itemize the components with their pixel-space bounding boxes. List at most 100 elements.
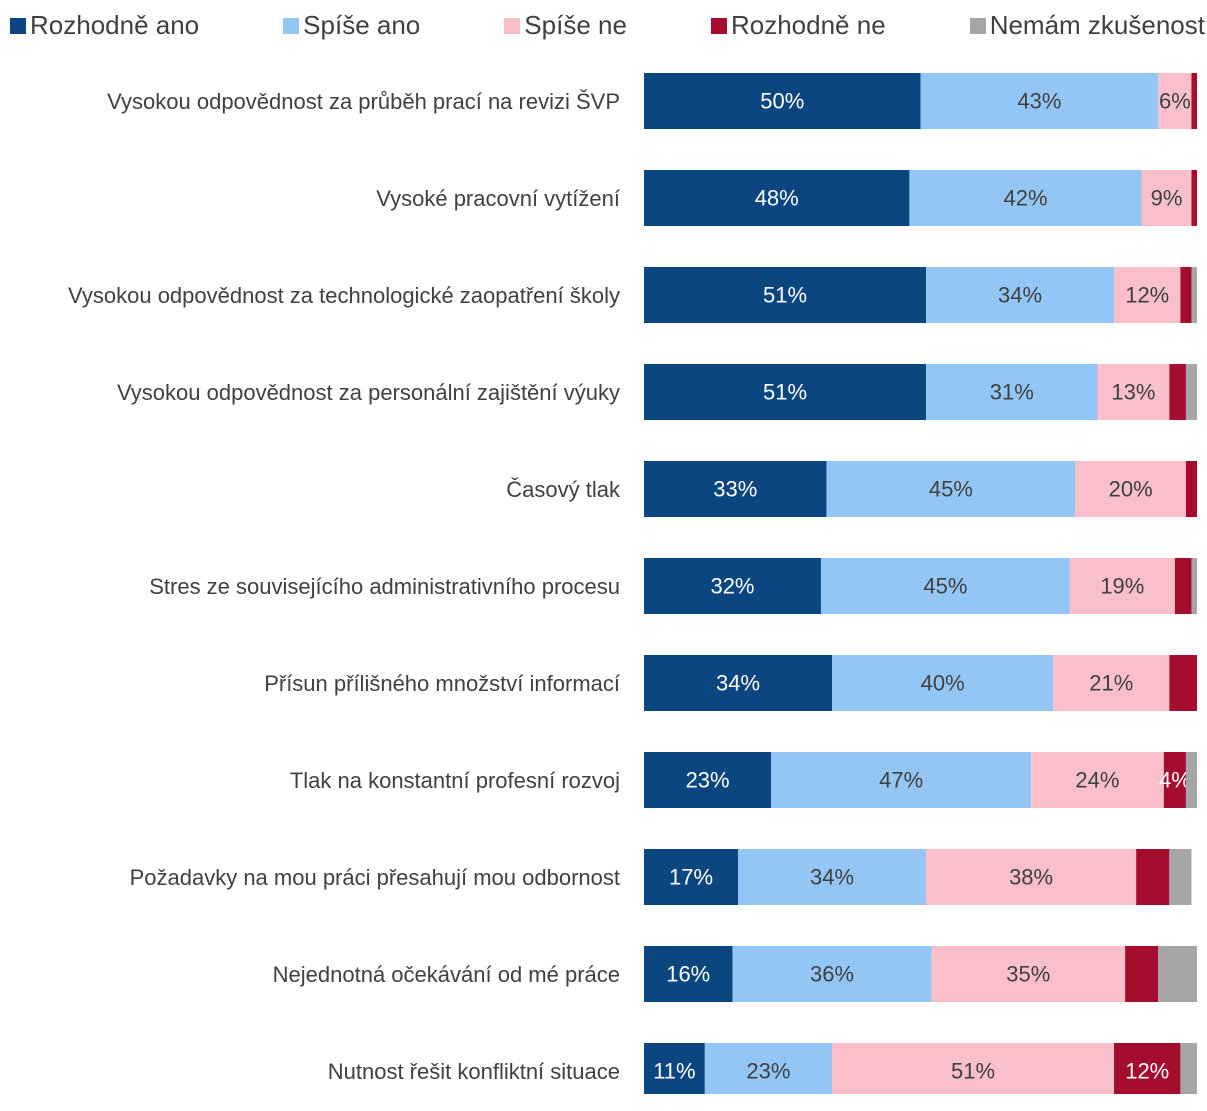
bar-segment bbox=[920, 73, 1159, 129]
bar-segment bbox=[1053, 655, 1170, 711]
value-label: 6% bbox=[1159, 89, 1191, 114]
category-label: Vysokou odpovědnost za personální zajišt… bbox=[4, 352, 620, 432]
category-text: Časový tlak bbox=[506, 476, 620, 502]
bar-segment bbox=[909, 170, 1142, 226]
bar-segment bbox=[1158, 73, 1192, 129]
value-label: 9% bbox=[1151, 186, 1183, 211]
legend-swatch bbox=[710, 17, 727, 34]
bar-segment bbox=[826, 461, 1076, 517]
legend-label: Spíše ne bbox=[524, 10, 627, 40]
bar-segment bbox=[926, 364, 1098, 420]
bar-segment bbox=[738, 849, 927, 905]
value-label: 32% bbox=[710, 574, 754, 599]
legend-swatch bbox=[283, 17, 300, 34]
value-label: 50% bbox=[760, 89, 804, 114]
value-label: 34% bbox=[810, 865, 854, 890]
bar-segment bbox=[1114, 267, 1181, 323]
legend-swatch bbox=[10, 17, 26, 34]
value-label: 13% bbox=[1111, 380, 1155, 405]
category-text: Vysokou odpovědnost za personální zajišt… bbox=[116, 379, 620, 405]
bar-segment bbox=[926, 849, 1137, 905]
bar-segment bbox=[1191, 267, 1197, 323]
category-text: Vysokou odpovědnost za technologické zao… bbox=[68, 282, 620, 308]
bar-segment bbox=[1069, 558, 1175, 614]
category-label: Přísun přílišného množství informací bbox=[4, 643, 620, 723]
category-label: Nejednotná očekávání od mé práce bbox=[4, 934, 620, 1014]
bar-segment bbox=[1191, 73, 1197, 129]
value-label: 34% bbox=[716, 671, 760, 696]
value-label: 38% bbox=[1009, 865, 1053, 890]
category-label: Nutnost řešit konfliktní situace bbox=[4, 1031, 620, 1111]
bar-segment bbox=[1185, 364, 1197, 420]
bar-segment bbox=[644, 558, 821, 614]
legend-label: Rozhodně ano bbox=[30, 10, 200, 40]
bar-segment bbox=[644, 849, 739, 905]
value-label: 45% bbox=[923, 574, 967, 599]
value-label: 35% bbox=[1006, 962, 1050, 987]
category-text: Stres ze souvisejícího administrativního… bbox=[149, 573, 620, 599]
bar-segment bbox=[1141, 170, 1192, 226]
bar-segment bbox=[832, 655, 1054, 711]
bar-segment bbox=[926, 267, 1115, 323]
bar-segment bbox=[1136, 849, 1170, 905]
legend-item: Nemám zkušenost bbox=[969, 10, 1205, 41]
value-label: 21% bbox=[1089, 671, 1133, 696]
legend-item: Spíše ano bbox=[283, 10, 420, 41]
bar-segment bbox=[644, 73, 921, 129]
legend-label: Spíše ano bbox=[303, 10, 421, 40]
bar-segment bbox=[704, 1043, 833, 1094]
legend-label: Nemám zkušenost bbox=[989, 10, 1205, 40]
value-label: 47% bbox=[879, 768, 923, 793]
bar-segment bbox=[1169, 849, 1192, 905]
value-label: 12% bbox=[1125, 1059, 1169, 1084]
value-label: 23% bbox=[686, 768, 730, 793]
legend-swatch bbox=[504, 17, 521, 34]
value-label: 48% bbox=[755, 186, 799, 211]
bar-segment bbox=[644, 170, 910, 226]
value-label: 19% bbox=[1100, 574, 1144, 599]
category-text: Nejednotná očekávání od mé práce bbox=[272, 961, 620, 987]
bar-segment bbox=[1163, 752, 1186, 808]
value-label: 23% bbox=[746, 1059, 790, 1084]
bar-segment bbox=[644, 946, 733, 1002]
bar-segment bbox=[644, 461, 827, 517]
value-label: 40% bbox=[921, 671, 965, 696]
value-label: 31% bbox=[990, 380, 1034, 405]
bar-segment bbox=[1185, 752, 1197, 808]
value-label: 36% bbox=[810, 962, 854, 987]
bar-segment bbox=[644, 655, 833, 711]
bar-segment bbox=[644, 267, 927, 323]
legend-item: Rozhodně ano bbox=[10, 10, 199, 41]
value-label: 20% bbox=[1109, 477, 1153, 502]
bar-segment bbox=[1180, 267, 1192, 323]
bar-segment bbox=[644, 364, 927, 420]
bar-segment bbox=[1114, 1043, 1181, 1094]
value-label: 17% bbox=[669, 865, 713, 890]
category-text: Tlak na konstantní profesní rozvoj bbox=[289, 767, 620, 793]
bar-segment bbox=[1185, 461, 1197, 517]
bar-segment bbox=[1125, 946, 1159, 1002]
value-label: 16% bbox=[666, 962, 710, 987]
bar-segment bbox=[1158, 946, 1197, 1002]
bar-segment bbox=[1191, 170, 1197, 226]
bar-segment bbox=[820, 558, 1070, 614]
bar-segment bbox=[931, 946, 1126, 1002]
category-label: Časový tlak bbox=[4, 449, 620, 529]
value-label: 51% bbox=[763, 283, 807, 308]
value-label: 11% bbox=[653, 1059, 695, 1084]
bar-segment bbox=[1169, 364, 1186, 420]
category-label: Vysoké pracovní vytížení bbox=[4, 158, 620, 238]
category-label: Požadavky na mou práci přesahují mou odb… bbox=[4, 837, 620, 917]
bar-segment bbox=[832, 1043, 1115, 1094]
bar-segment bbox=[1191, 558, 1197, 614]
category-text: Vysoké pracovní vytížení bbox=[376, 185, 620, 211]
category-text: Nutnost řešit konfliktní situace bbox=[327, 1058, 620, 1084]
value-label: 51% bbox=[763, 380, 807, 405]
bar-segment bbox=[1174, 558, 1192, 614]
legend-item: Spíše ne bbox=[504, 10, 627, 41]
bar-segment bbox=[732, 946, 932, 1002]
category-label: Tlak na konstantní profesní rozvoj bbox=[4, 740, 620, 820]
legend-label: Rozhodně ne bbox=[730, 10, 886, 40]
